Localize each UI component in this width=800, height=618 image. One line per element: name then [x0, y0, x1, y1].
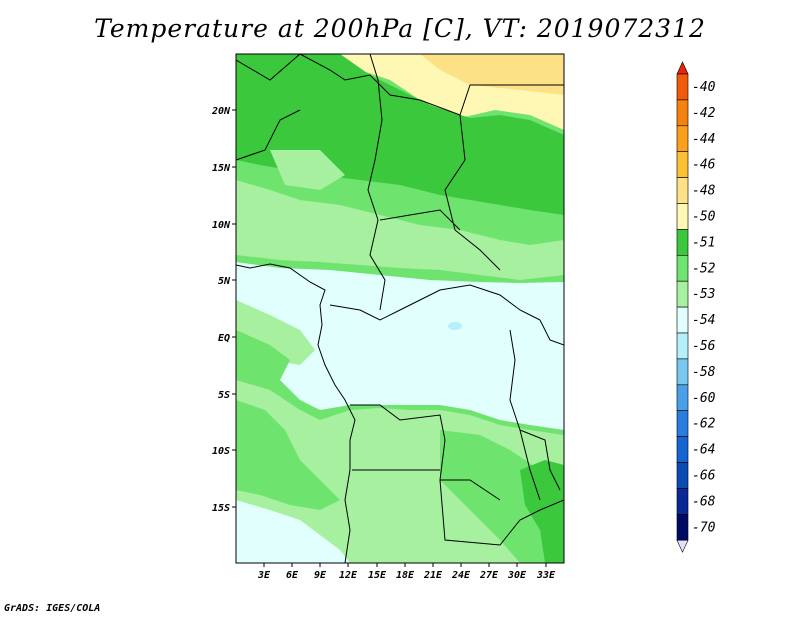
lon-tick-label: 30E [507, 570, 527, 581]
colorbar-swatch [676, 229, 689, 256]
map-frame [235, 53, 565, 564]
colorbar-swatch [676, 280, 689, 308]
lon-tick-label: 21E [423, 570, 443, 581]
colorbar-swatch [676, 358, 689, 386]
colorbar-label: -58 [692, 365, 716, 380]
colorbar-label: -70 [692, 520, 716, 535]
temperature-field [236, 54, 564, 563]
colorbar: -40 -42 -44 -46 -48 -50 -51 -52 -53 -54 -56 -58 -60 -… [676, 61, 716, 553]
colorbar-label: -66 [692, 468, 716, 483]
colorbar-label: -40 [692, 80, 716, 95]
lon-tick-label: 3E [257, 570, 271, 581]
colorbar-swatch [676, 99, 689, 127]
colorbar-label: -51 [692, 235, 715, 250]
colorbar-label: -64 [692, 443, 715, 458]
colorbar-label: -62 [692, 417, 716, 432]
colorbar-swatch [676, 203, 689, 230]
lon-tick-label: 18E [396, 570, 415, 581]
colorbar-label: -52 [692, 261, 716, 276]
map-title: Temperature at 200hPa [C], VT: 201907231… [94, 14, 706, 43]
colorbar-swatch [676, 73, 689, 101]
colorbar-swatch [676, 384, 689, 411]
colorbar-swatch [676, 255, 689, 282]
lat-tick-label: 15S [212, 503, 230, 514]
colorbar-label: -44 [692, 132, 715, 147]
lon-tick-label: 12E [339, 570, 358, 581]
lon-tick-label: 6E [286, 570, 299, 581]
colorbar-swatch [676, 488, 689, 515]
colorbar-swatch [676, 513, 689, 541]
lon-tick-label: 27E [479, 570, 499, 581]
colorbar-label: -54 [692, 313, 715, 328]
lat-tick-label: 10N [212, 220, 231, 231]
colorbar-label: -48 [692, 184, 716, 199]
colorbar-label: -42 [692, 106, 716, 121]
lon-tick-label: 9E [314, 570, 327, 581]
lat-tick-label: 20N [211, 106, 231, 117]
colorbar-swatch [676, 332, 689, 360]
colorbar-swatch [676, 462, 689, 489]
colorbar-swatch [676, 151, 689, 178]
latitude-axis [232, 109, 236, 508]
lon-tick-label: 33E [536, 570, 556, 581]
colorbar-swatch [676, 306, 689, 334]
lat-tick-label: 15N [212, 163, 231, 174]
lat-tick-label: EQ [218, 333, 230, 344]
colorbar-swatch [676, 410, 689, 437]
longitude-axis [263, 563, 547, 567]
colorbar-bottom-arrow [676, 539, 689, 553]
colorbar-swatch [676, 436, 689, 463]
colorbar-label: -56 [692, 339, 716, 354]
colorbar-label: -60 [692, 391, 716, 406]
colorbar-top-arrow [676, 61, 689, 75]
credit-label: GrADS: IGES/COLA [4, 603, 101, 614]
colorbar-swatch [676, 125, 689, 153]
colorbar-label: -50 [692, 209, 716, 224]
lat-tick-label: 5N [218, 276, 231, 287]
colorbar-swatch [676, 177, 689, 204]
lon-tick-label: 24E [451, 570, 471, 581]
colorbar-label: -68 [692, 494, 716, 509]
lat-tick-label: 10S [212, 446, 230, 457]
lon-tick-label: 15E [368, 570, 387, 581]
colorbar-label: -46 [692, 158, 716, 173]
colorbar-label: -53 [692, 287, 715, 302]
country-borders [236, 54, 564, 563]
lat-tick-label: 5S [218, 390, 230, 401]
